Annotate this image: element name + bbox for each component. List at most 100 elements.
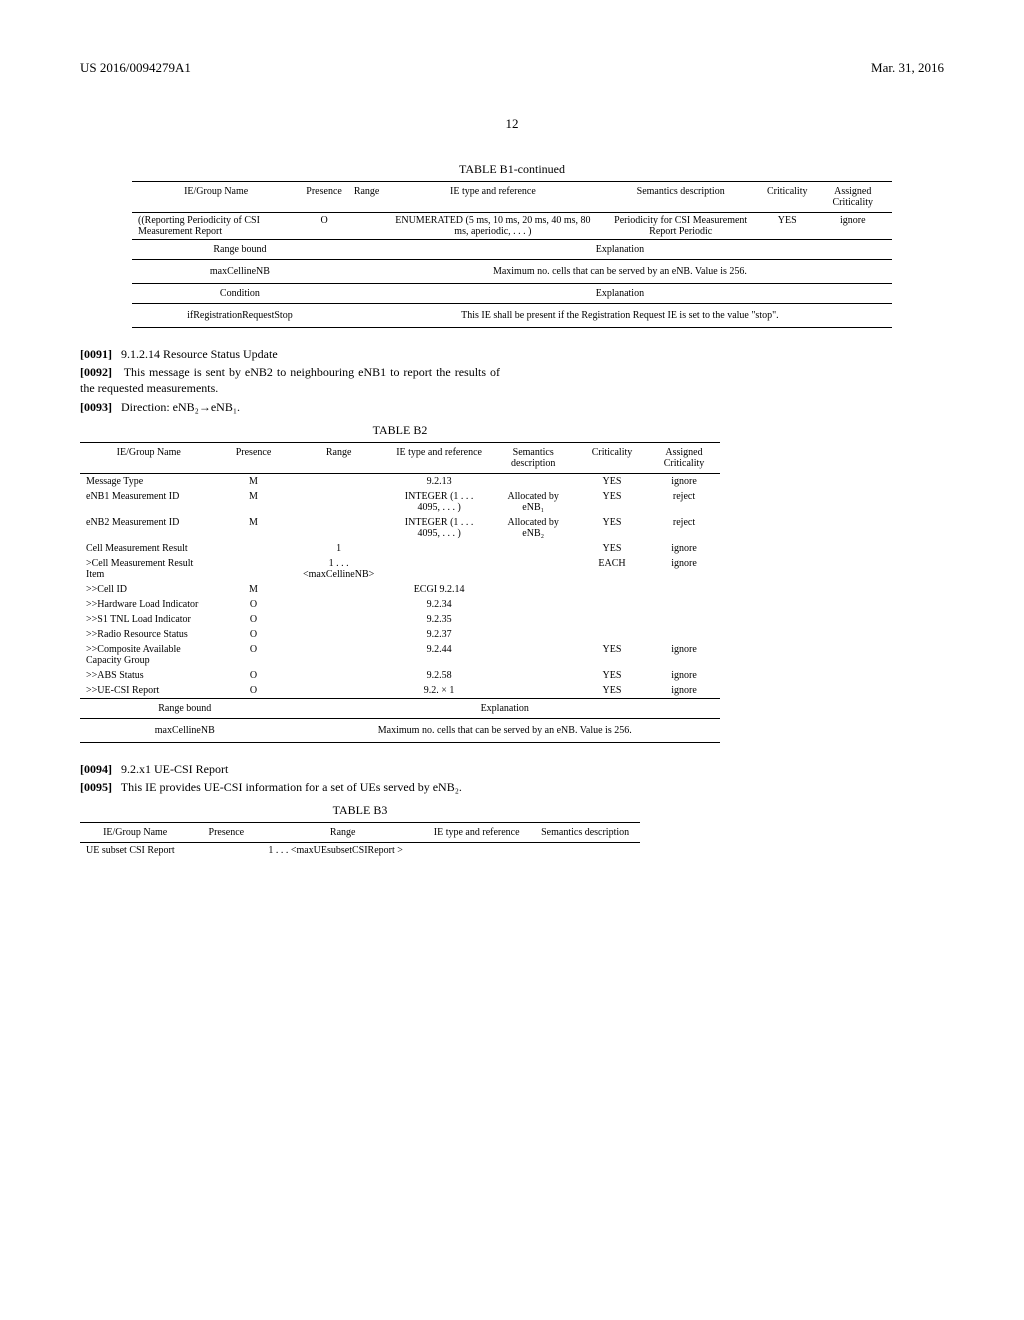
range-bound-exp: Maximum no. cells that can be served by … <box>290 718 721 742</box>
cell <box>490 627 576 642</box>
cell <box>530 843 640 859</box>
para-num: [0091] <box>80 347 112 361</box>
cell: >>Composite Available Capacity Group <box>80 642 218 668</box>
para-num: [0092] <box>80 365 112 379</box>
table-row: ((Reporting Periodicity of CSI Measureme… <box>132 213 892 240</box>
cell: Allocated by eNB₂ <box>490 515 576 541</box>
cell <box>490 668 576 683</box>
cell <box>490 556 576 582</box>
col-sem: Semantics description <box>490 442 576 473</box>
cell: ECGI 9.2.14 <box>388 582 491 597</box>
publication-date: Mar. 31, 2016 <box>871 60 944 76</box>
cell <box>290 642 388 668</box>
cell: 1 . . . <maxCellineNB> <box>290 556 388 582</box>
table-row: >>UE-CSI ReportO9.2. × 1YESignore <box>80 683 720 699</box>
col-ref: IE type and reference <box>388 442 491 473</box>
cell: O <box>218 668 290 683</box>
cell: YES <box>576 642 648 668</box>
range-bound-header: Range bound Explanation <box>132 240 892 260</box>
cell: YES <box>576 489 648 515</box>
paragraph: [0095] This IE provides UE-CSI informati… <box>80 779 500 795</box>
cell <box>648 612 720 627</box>
cell: M <box>218 473 290 489</box>
cell <box>290 612 388 627</box>
para-num: [0094] <box>80 762 112 776</box>
col-range: Range <box>262 823 423 843</box>
table-row: eNB1 Measurement IDMINTEGER (1 . . . 409… <box>80 489 720 515</box>
table-row: >>S1 TNL Load IndicatorO9.2.35 <box>80 612 720 627</box>
para-text: 9.2.x1 UE-CSI Report <box>121 762 228 776</box>
paragraph: [0093] Direction: eNB₂→eNB₁. <box>80 399 500 415</box>
table-row: Message TypeM9.2.13YESignore <box>80 473 720 489</box>
cell <box>490 597 576 612</box>
condition-label: Condition <box>132 284 348 304</box>
cell: eNB2 Measurement ID <box>80 515 218 541</box>
range-bound-label: Range bound <box>80 698 290 718</box>
col-ref: IE type and reference <box>423 823 530 843</box>
cell: Cell Measurement Result <box>80 541 218 556</box>
table-b1-caption: TABLE B1-continued <box>80 162 944 177</box>
col-sem: Semantics description <box>530 823 640 843</box>
condition-exp: This IE shall be present if the Registra… <box>348 304 892 328</box>
cell: 9.2.58 <box>388 668 491 683</box>
cell <box>290 582 388 597</box>
cell: O <box>218 612 290 627</box>
cell: ignore <box>648 683 720 699</box>
table-b1: IE/Group Name Presence Range IE type and… <box>132 181 892 328</box>
cell: M <box>218 582 290 597</box>
cell <box>290 597 388 612</box>
col-range: Range <box>348 182 386 213</box>
cell: 1 . . . <maxUEsubsetCSIReport > <box>262 843 423 859</box>
cell <box>290 489 388 515</box>
cell: O <box>218 597 290 612</box>
cell: 1 <box>290 541 388 556</box>
cell <box>490 612 576 627</box>
range-bound-name: maxCellineNB <box>80 718 290 742</box>
range-bound-name: maxCellineNB <box>132 260 348 284</box>
cell <box>388 541 491 556</box>
table-row: >>Hardware Load IndicatorO9.2.34 <box>80 597 720 612</box>
cell <box>648 627 720 642</box>
table-header-row: IE/Group Name Presence Range IE type and… <box>80 442 720 473</box>
table-header-row: IE/Group Name Presence Range IE type and… <box>132 182 892 213</box>
table-row: >>Cell IDM ECGI 9.2.14 <box>80 582 720 597</box>
cell: YES <box>576 541 648 556</box>
table-row: >Cell Measurement Result Item1 . . . <ma… <box>80 556 720 582</box>
cell: 9.2.44 <box>388 642 491 668</box>
col-assigned: Assigned Criticality <box>648 442 720 473</box>
table-b2: IE/Group Name Presence Range IE type and… <box>80 442 720 743</box>
para-text: Direction: eNB₂→eNB₁. <box>121 400 240 414</box>
cell: YES <box>576 683 648 699</box>
cell <box>490 541 576 556</box>
para-text: This IE provides UE-CSI information for … <box>121 780 462 794</box>
cell: ignore <box>648 668 720 683</box>
cell: 9.2.34 <box>388 597 491 612</box>
cell: EACH <box>576 556 648 582</box>
condition-header: Condition Explanation <box>132 284 892 304</box>
condition-name: ifRegistrationRequestStop <box>132 304 348 328</box>
table-row: UE subset CSI Report 1 . . . <maxUEsubse… <box>80 843 640 859</box>
table-row: >>ABS StatusO9.2.58YESignore <box>80 668 720 683</box>
cell <box>490 683 576 699</box>
cell <box>648 582 720 597</box>
cell: O <box>218 627 290 642</box>
cell <box>576 582 648 597</box>
condition-row: ifRegistrationRequestStop This IE shall … <box>132 304 892 328</box>
cell: 9.2. × 1 <box>388 683 491 699</box>
cell: >>Cell ID <box>80 582 218 597</box>
cell: Message Type <box>80 473 218 489</box>
cell <box>290 683 388 699</box>
cell: YES <box>576 668 648 683</box>
para-block-1: [0091] 9.1.2.14 Resource Status Update [… <box>80 346 500 415</box>
cell <box>576 627 648 642</box>
cell: reject <box>648 489 720 515</box>
cell: O <box>218 642 290 668</box>
cell <box>290 515 388 541</box>
publication-number: US 2016/0094279A1 <box>80 60 191 76</box>
table-header-row: IE/Group Name Presence Range IE type and… <box>80 823 640 843</box>
cell <box>490 582 576 597</box>
cell: >>Radio Resource Status <box>80 627 218 642</box>
cell: YES <box>576 473 648 489</box>
para-num: [0095] <box>80 780 112 794</box>
col-ref: IE type and reference <box>385 182 600 213</box>
